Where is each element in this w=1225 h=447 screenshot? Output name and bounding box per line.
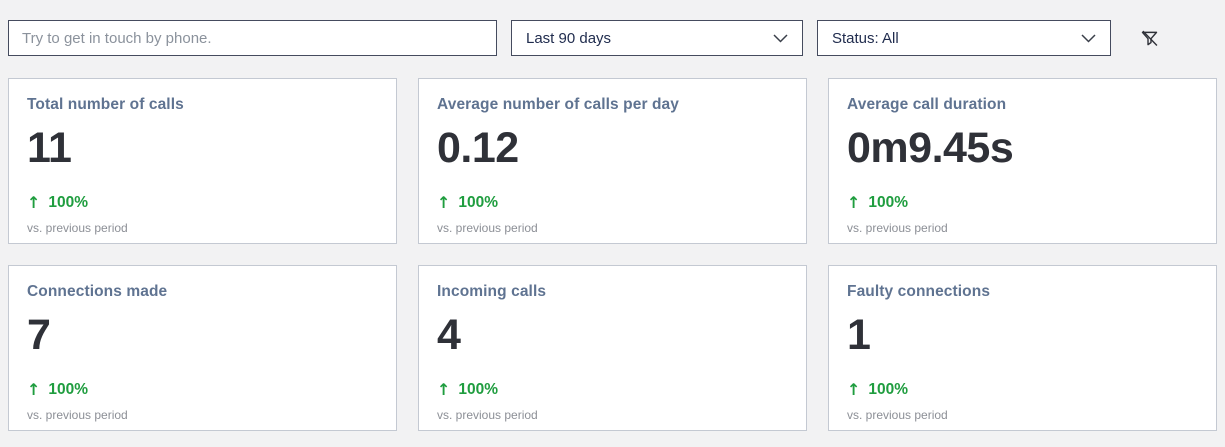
stat-value: 4 xyxy=(437,311,461,359)
stat-card-avg-call-duration: Average call duration 0m9.45s ↑ 100% vs.… xyxy=(828,78,1217,244)
date-range-dropdown[interactable]: Last 90 days xyxy=(511,20,803,56)
stat-change: ↑ 100% xyxy=(437,194,786,212)
stat-caption: vs. previous period xyxy=(27,221,128,235)
change-percent: 100% xyxy=(868,194,909,211)
search-input[interactable] xyxy=(8,20,497,56)
status-dropdown[interactable]: Status: All xyxy=(817,20,1111,56)
change-percent: 100% xyxy=(458,381,499,398)
up-arrow-icon: ↑ xyxy=(847,193,861,212)
stat-caption: vs. previous period xyxy=(27,408,128,422)
filter-bar: Last 90 days Status: All xyxy=(0,0,1225,56)
stat-title: Faulty connections xyxy=(847,283,991,300)
stat-title: Connections made xyxy=(27,283,168,300)
up-arrow-icon: ↑ xyxy=(437,380,451,399)
up-arrow-icon: ↑ xyxy=(27,193,41,212)
stat-value: 1 xyxy=(847,311,871,359)
date-range-value: Last 90 days xyxy=(526,29,612,47)
stat-card-incoming-calls: Incoming calls 4 ↑ 100% vs. previous per… xyxy=(418,265,807,431)
change-percent: 100% xyxy=(48,194,89,211)
stat-card-faulty-connections: Faulty connections 1 ↑ 100% vs. previous… xyxy=(828,265,1217,431)
stat-title: Total number of calls xyxy=(27,96,184,113)
stat-card-connections-made: Connections made 7 ↑ 100% vs. previous p… xyxy=(8,265,397,431)
stat-value: 7 xyxy=(27,311,51,359)
stat-change: ↑ 100% xyxy=(27,194,376,212)
stats-grid: Total number of calls 11 ↑ 100% vs. prev… xyxy=(0,56,1225,431)
chevron-down-icon xyxy=(1081,33,1096,43)
stat-change: ↑ 100% xyxy=(847,194,1196,212)
stat-change: ↑ 100% xyxy=(437,381,786,399)
up-arrow-icon: ↑ xyxy=(847,380,861,399)
up-arrow-icon: ↑ xyxy=(27,380,41,399)
stat-caption: vs. previous period xyxy=(437,408,538,422)
change-percent: 100% xyxy=(868,381,909,398)
chevron-down-icon xyxy=(773,33,788,43)
stat-title: Average call duration xyxy=(847,96,1007,113)
clear-filters-button[interactable] xyxy=(1132,21,1166,55)
stat-caption: vs. previous period xyxy=(847,408,948,422)
stat-card-total-calls: Total number of calls 11 ↑ 100% vs. prev… xyxy=(8,78,397,244)
change-percent: 100% xyxy=(48,381,89,398)
status-value: Status: All xyxy=(832,29,899,47)
stat-card-avg-calls-per-day: Average number of calls per day 0.12 ↑ 1… xyxy=(418,78,807,244)
filter-off-icon xyxy=(1139,28,1160,49)
stat-value: 0m9.45s xyxy=(847,124,1014,172)
up-arrow-icon: ↑ xyxy=(437,193,451,212)
change-percent: 100% xyxy=(458,194,499,211)
stat-change: ↑ 100% xyxy=(847,381,1196,399)
stat-caption: vs. previous period xyxy=(847,221,948,235)
stat-value: 11 xyxy=(27,124,72,172)
stat-change: ↑ 100% xyxy=(27,381,376,399)
stat-title: Average number of calls per day xyxy=(437,96,680,113)
stat-caption: vs. previous period xyxy=(437,221,538,235)
stat-title: Incoming calls xyxy=(437,283,547,300)
stat-value: 0.12 xyxy=(437,124,519,172)
